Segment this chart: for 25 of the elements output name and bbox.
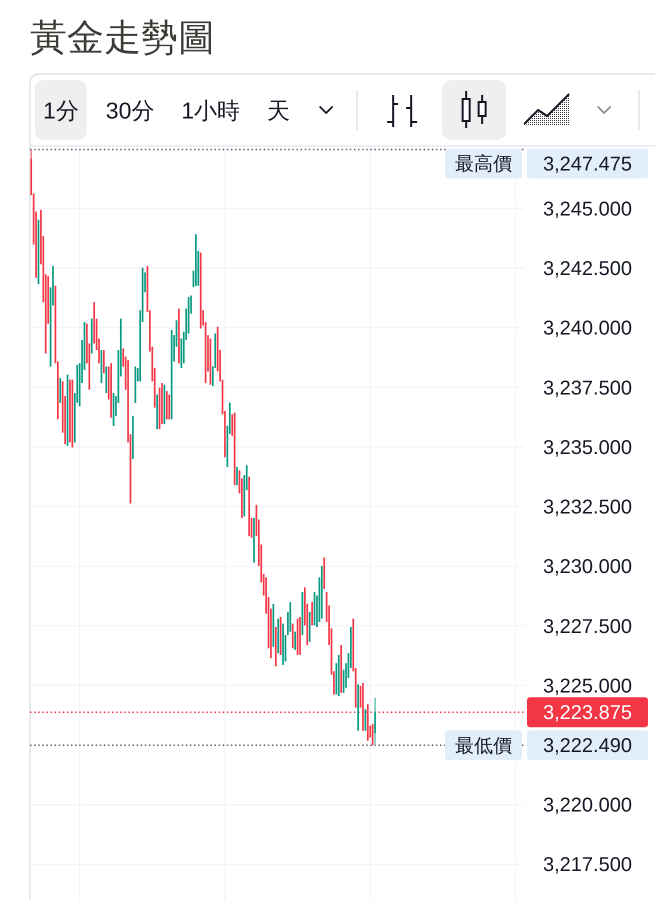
text: 1小時 [181,97,240,124]
y-tick-label: 3,245.000 [543,198,632,220]
chart-title: 黃金走勢圖 [30,17,215,58]
text: 3,247.475 [543,154,632,176]
text: 天 [267,97,290,124]
candlestick [103,350,105,374]
text: 3,222.490 [543,735,632,758]
y-tick-label: 3,237.500 [543,377,632,400]
y-tick-label: 3,235.000 [543,436,632,459]
candlestick [311,602,313,626]
ref-line-label: 最高價 [455,153,512,176]
y-tick-label: 3,232.500 [543,496,632,519]
candlestick [374,697,376,744]
y-tick-label: 3,242.500 [543,258,632,280]
y-tick-label: 3,230.000 [543,556,632,578]
ref-line-label: 最低價 [455,736,512,757]
y-tick-label: 3,217.500 [543,854,632,876]
y-tick-label: 3,220.000 [543,794,632,817]
text: 3,223.875 [543,702,632,724]
text: 1分 [43,97,79,124]
y-tick-label: 3,225.000 [543,675,632,698]
candlestick [294,631,296,650]
y-tick-label: 3,227.500 [543,616,632,638]
y-tick-label: 3,240.000 [543,318,632,340]
text: 30分 [106,97,154,124]
